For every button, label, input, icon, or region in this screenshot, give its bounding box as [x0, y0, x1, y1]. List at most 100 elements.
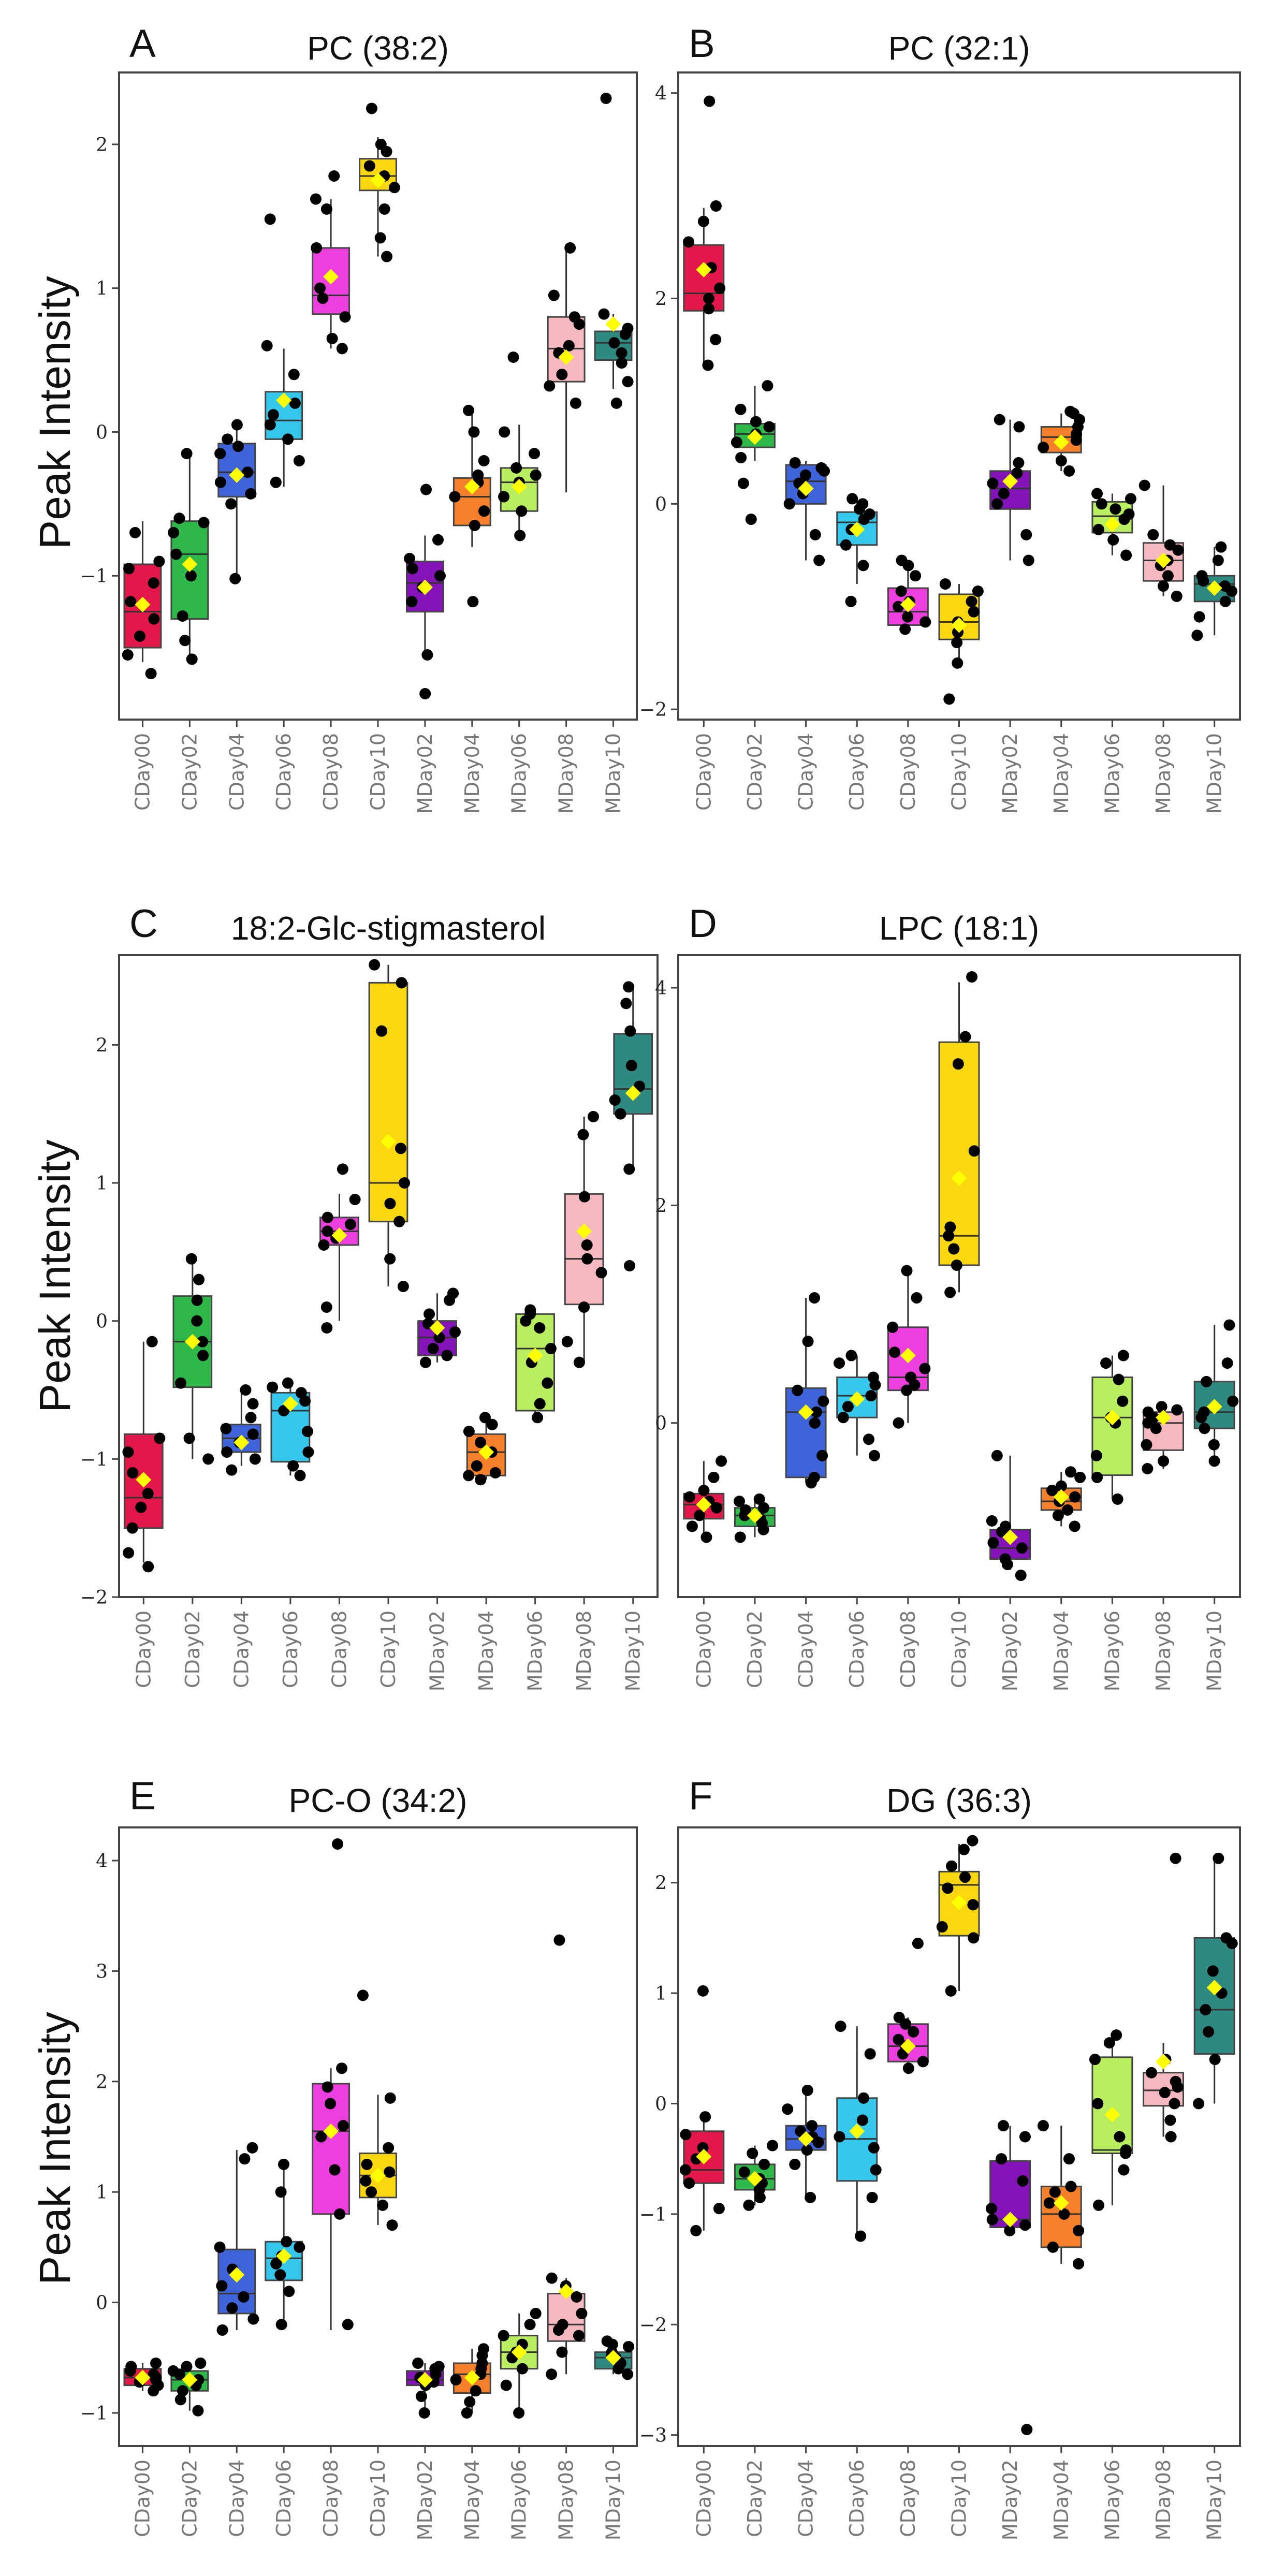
data-point — [1111, 2029, 1122, 2041]
data-point — [942, 1882, 954, 1894]
y-tick-label: −1 — [80, 2403, 108, 2424]
panel-title: LPC (18:1) — [879, 910, 1039, 947]
data-point — [864, 2048, 876, 2060]
data-point — [919, 1363, 931, 1374]
x-tick-label: MDay08 — [1152, 733, 1175, 814]
box-mday04 — [449, 404, 491, 608]
data-point — [193, 1274, 205, 1285]
data-point — [1069, 1520, 1081, 1532]
x-tick-label: MDay08 — [1152, 2460, 1175, 2540]
data-point — [150, 2357, 162, 2369]
data-point — [412, 2357, 424, 2369]
mean-marker — [135, 596, 151, 612]
data-point — [908, 2026, 919, 2038]
mean-marker — [381, 1134, 396, 1149]
mean-marker — [576, 1223, 592, 1239]
y-tick-label: 1 — [96, 2182, 108, 2203]
mean-marker — [527, 1348, 543, 1364]
data-point — [625, 1060, 637, 1072]
data-point — [702, 359, 714, 371]
box-mday06 — [1091, 488, 1136, 561]
data-point — [302, 1446, 314, 1458]
mean-marker — [511, 2344, 527, 2360]
box-mday10 — [1193, 1852, 1238, 2110]
data-point — [987, 1536, 999, 1548]
data-point — [686, 1520, 698, 1532]
data-point — [697, 1985, 709, 1997]
mean-marker — [1104, 1410, 1120, 1426]
box-cday02 — [733, 1493, 776, 1543]
data-point — [125, 596, 137, 608]
data-point — [1091, 488, 1103, 500]
data-point — [911, 1292, 923, 1304]
x-tick-label: CDay06 — [845, 2460, 868, 2537]
data-point — [895, 585, 907, 597]
data-point — [1118, 2164, 1130, 2176]
data-point — [694, 1510, 706, 1521]
data-point — [731, 436, 742, 448]
data-point — [998, 488, 1010, 500]
data-point — [546, 2272, 558, 2284]
data-point — [1125, 493, 1136, 505]
data-point — [735, 452, 747, 464]
mean-marker — [464, 479, 480, 494]
box-mday04 — [450, 2343, 491, 2419]
data-point — [808, 1471, 820, 1483]
mean-marker — [696, 261, 712, 277]
data-point — [1120, 2144, 1132, 2156]
data-point — [328, 170, 340, 182]
data-point — [864, 508, 875, 520]
data-point — [1016, 1542, 1028, 1554]
data-point — [1208, 1455, 1220, 1467]
data-point — [177, 2385, 188, 2397]
x-tick-label: CDay10 — [948, 733, 971, 811]
data-point — [683, 1491, 695, 1503]
y-tick-label: −1 — [639, 2204, 667, 2226]
box-mday04 — [1037, 2120, 1085, 2270]
box-cday10 — [359, 103, 400, 262]
data-point — [532, 1412, 544, 1424]
x-tick-label: CDay06 — [272, 2460, 295, 2537]
data-point — [232, 441, 244, 452]
data-point — [545, 1343, 557, 1354]
panel-e: E PC-O (34:2) Peak Intensity −1 0 1 2 3 4 CDay00 C… — [31, 1774, 638, 2540]
data-point — [598, 308, 610, 320]
data-point — [420, 484, 432, 495]
data-point — [996, 2153, 1008, 2165]
data-point — [463, 1426, 475, 1437]
y-tick-label: 0 — [655, 494, 667, 515]
data-point — [1196, 570, 1208, 582]
data-point — [1049, 2186, 1061, 2198]
x-tick-label: MDay06 — [1101, 733, 1123, 814]
panel-title: PC (32:1) — [888, 30, 1030, 67]
data-point — [357, 1989, 369, 2001]
y-tick-label: 1 — [655, 1983, 667, 2004]
data-point — [1141, 1439, 1152, 1451]
panel-d: D LPC (18:1) 0 2 4 CDay00 CDay02 CDay04 CDay06 CD… — [655, 902, 1241, 1691]
box-cday04 — [785, 1292, 829, 1489]
mean-marker — [136, 1472, 152, 1488]
data-point — [384, 1198, 396, 1209]
x-tick-label: MDay06 — [1101, 2460, 1123, 2540]
data-point — [576, 2307, 588, 2319]
data-point — [449, 1326, 461, 1338]
data-point — [887, 1321, 899, 1333]
x-tick-label: MDay04 — [1050, 2460, 1073, 2540]
mean-marker — [464, 2369, 480, 2385]
mean-marker — [849, 521, 865, 537]
data-point — [986, 1515, 998, 1527]
data-point — [529, 448, 541, 460]
data-point — [326, 332, 338, 344]
data-point — [863, 1433, 875, 1445]
data-point — [561, 1336, 573, 1348]
data-point — [802, 1336, 814, 1348]
data-point — [1172, 544, 1184, 556]
data-point — [1019, 2131, 1031, 2143]
data-point — [601, 2335, 613, 2347]
x-tick-label: MDay10 — [1203, 2460, 1226, 2540]
y-tick-label: 0 — [96, 2293, 108, 2314]
data-point — [806, 2120, 818, 2132]
data-point — [216, 2280, 228, 2292]
data-point — [573, 2330, 585, 2341]
x-tick-label: MDay08 — [555, 2460, 578, 2540]
